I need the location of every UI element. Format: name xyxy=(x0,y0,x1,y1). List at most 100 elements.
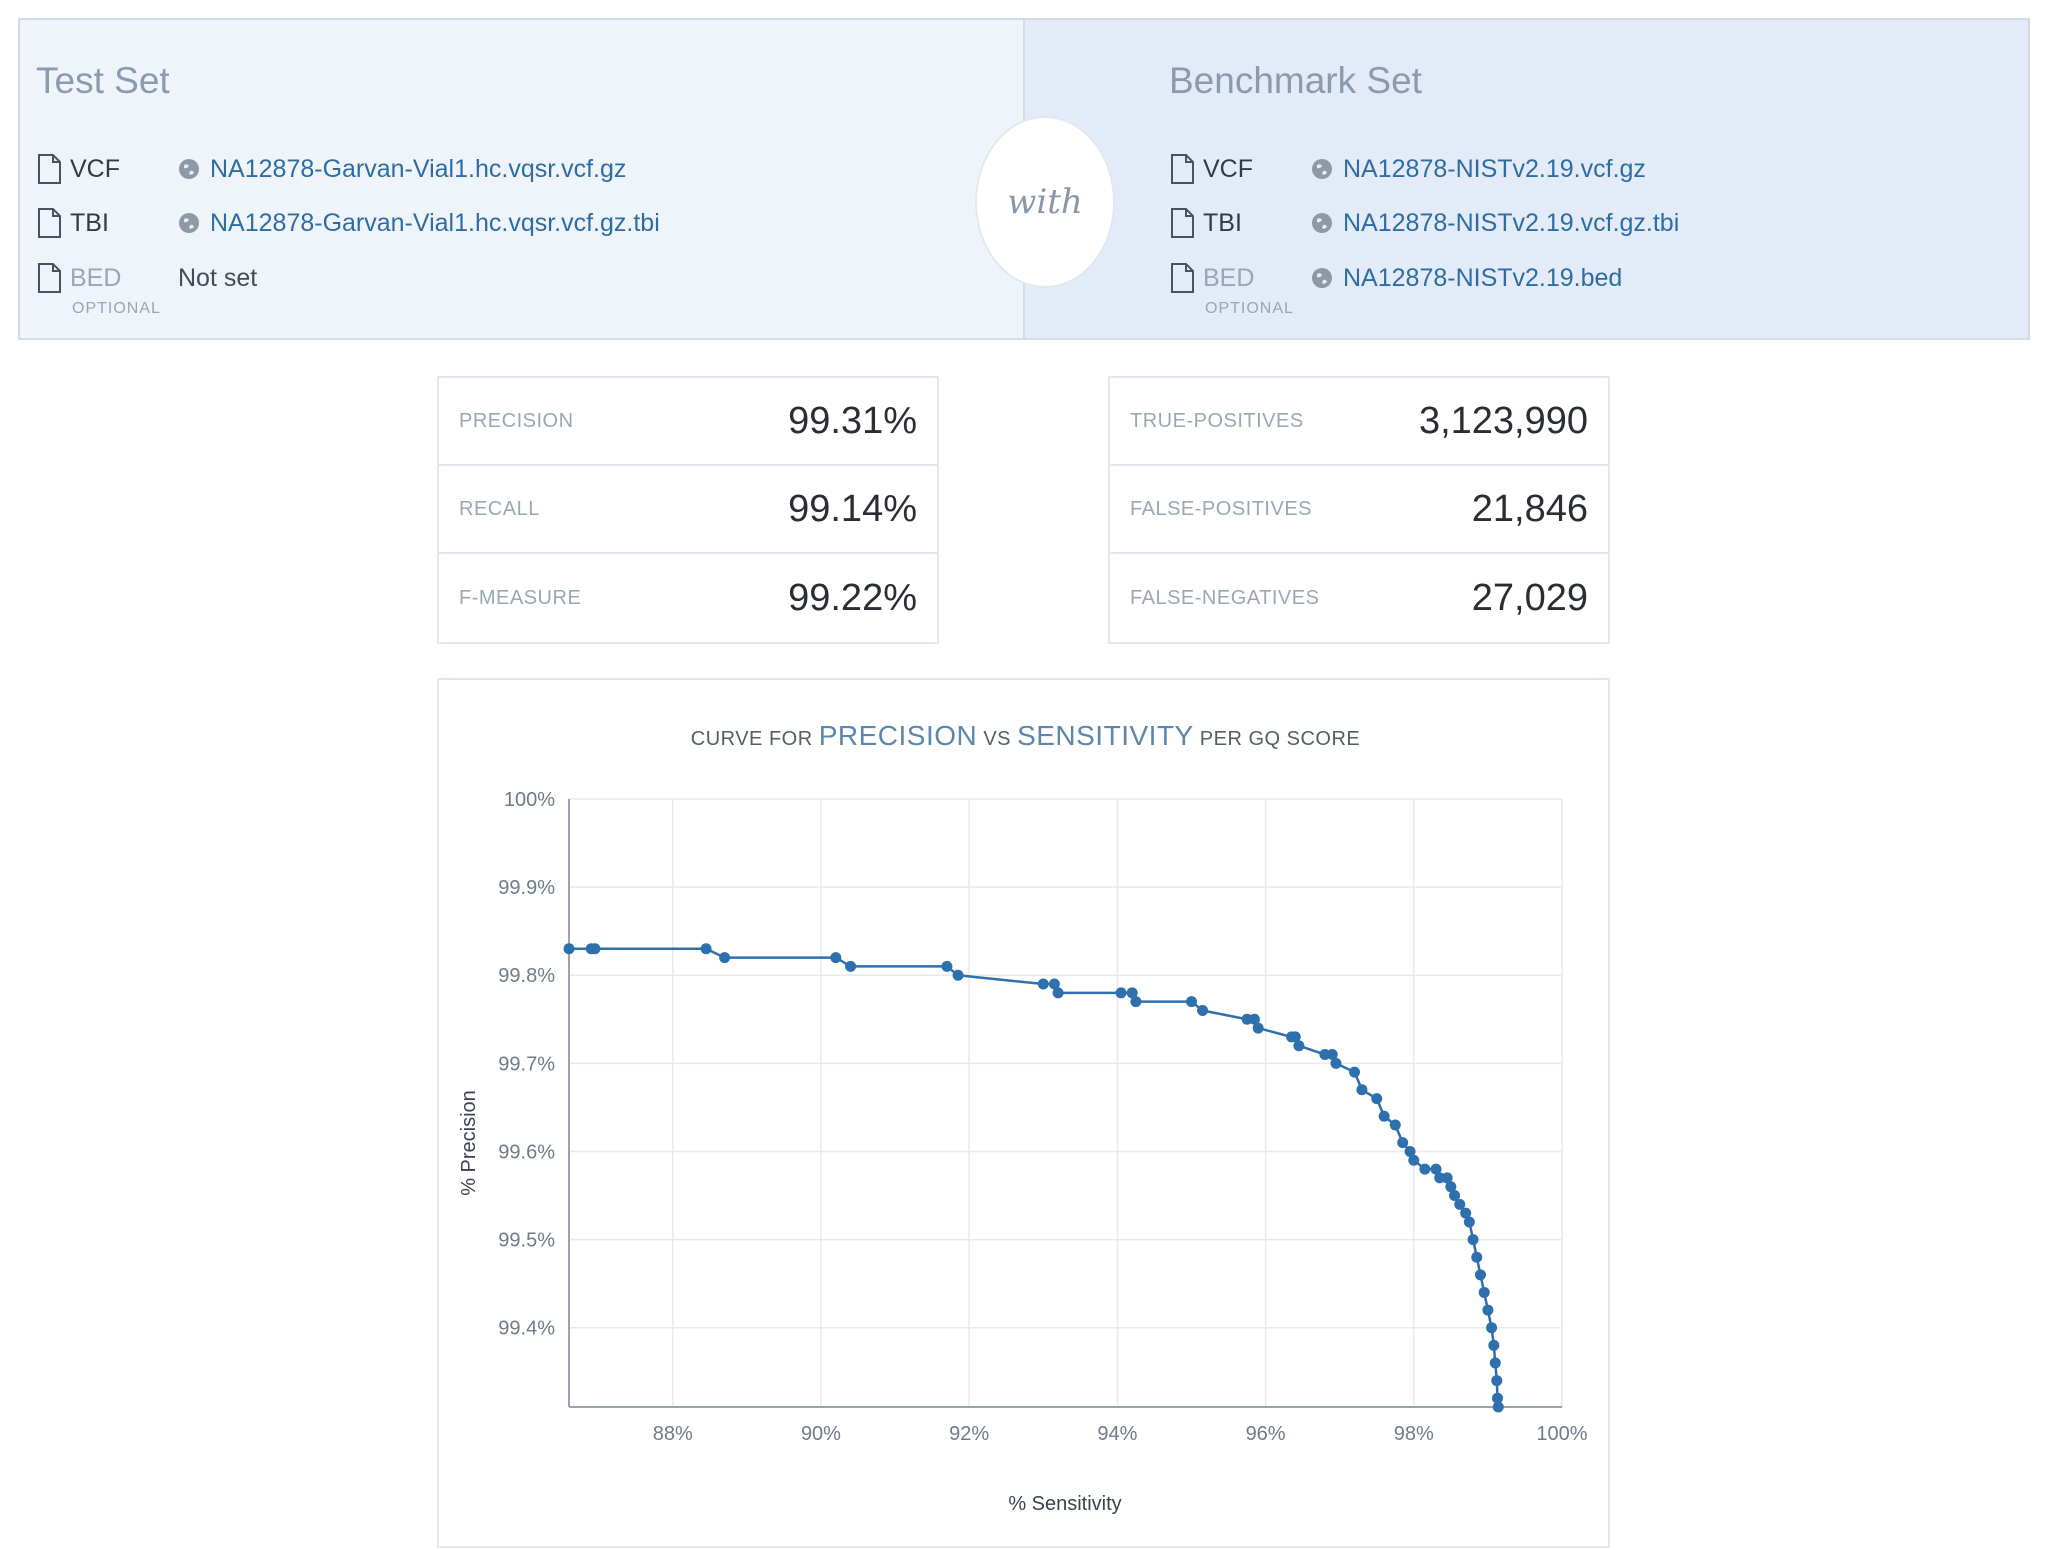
precision-label: PRECISION xyxy=(459,409,574,432)
file-icon xyxy=(38,263,61,293)
benchmark-set-panel: Benchmark Set VCF NA12878-NISTv2.19.vcf.… xyxy=(1025,20,2028,338)
false-positives-label: FALSE-POSITIVES xyxy=(1130,497,1313,520)
x-tick-label: 92% xyxy=(949,1423,989,1445)
false-positives-value: 21,846 xyxy=(1471,487,1588,530)
recall-value: 99.14% xyxy=(788,487,917,530)
data-point xyxy=(1115,987,1127,999)
file-icon xyxy=(38,154,61,184)
data-point xyxy=(700,943,712,955)
data-point xyxy=(1441,1172,1453,1184)
data-point xyxy=(719,952,731,964)
data-point xyxy=(1349,1066,1361,1078)
data-point xyxy=(1474,1269,1486,1281)
recall-label: RECALL xyxy=(459,497,540,520)
y-tick-label: 99.6% xyxy=(498,1141,555,1163)
bench-bed-optional: OPTIONAL xyxy=(1205,300,1294,317)
y-tick-label: 100% xyxy=(504,789,555,811)
data-point xyxy=(1048,978,1060,990)
file-icon xyxy=(1171,154,1194,184)
data-point xyxy=(1037,978,1049,990)
data-point xyxy=(1482,1304,1494,1316)
precision-sensitivity-chart: 88% 90% 92% 94% 96% 98% 100% 99.4% 99.5% 99.6% 99.… xyxy=(458,789,1588,1515)
file-icon xyxy=(1171,208,1194,238)
data-point xyxy=(1488,1339,1500,1351)
x-axis-label: % Sensitivity xyxy=(1008,1493,1121,1515)
y-tick-label: 99.9% xyxy=(498,877,555,899)
x-tick-label: 88% xyxy=(653,1423,693,1445)
fmeasure-value: 99.22% xyxy=(788,576,917,619)
data-point xyxy=(1130,996,1142,1008)
y-axis-label: % Precision xyxy=(458,1090,480,1196)
data-point xyxy=(1052,987,1064,999)
globe-icon xyxy=(1312,268,1332,288)
chart-title: CURVE FOR PRECISION VS SENSITIVITY PER G… xyxy=(439,720,1612,752)
y-tick-label: 99.8% xyxy=(498,965,555,987)
test-tbi-link[interactable]: NA12878-Garvan-Vial1.hc.vqsr.vcf.gz.tbi xyxy=(210,208,660,237)
data-point xyxy=(941,960,953,972)
fmeasure-row: F-MEASURE 99.22% xyxy=(439,554,937,642)
with-badge: with xyxy=(975,116,1115,288)
data-point xyxy=(1430,1163,1442,1175)
data-point xyxy=(563,943,575,955)
chart-title-part3: VS xyxy=(977,728,1018,750)
bench-bed-link[interactable]: NA12878-NISTv2.19.bed xyxy=(1343,263,1623,292)
globe-icon xyxy=(179,213,199,233)
file-icon xyxy=(38,208,61,238)
data-point xyxy=(1371,1093,1383,1105)
true-positives-label: TRUE-POSITIVES xyxy=(1130,409,1304,432)
test-tbi-label: TBI xyxy=(70,208,109,237)
data-point xyxy=(1389,1119,1401,1131)
test-vcf-row: VCF NA12878-Garvan-Vial1.hc.vqsr.vcf.gz xyxy=(36,149,626,189)
bench-vcf-link[interactable]: NA12878-NISTv2.19.vcf.gz xyxy=(1343,154,1646,183)
chart-title-part5: PER GQ SCORE xyxy=(1193,728,1361,750)
data-point xyxy=(1454,1198,1466,1210)
chart-title-part1: CURVE FOR xyxy=(690,728,819,750)
y-tick-label: 99.5% xyxy=(498,1230,555,1252)
bench-tbi-label: TBI xyxy=(1203,208,1242,237)
data-point xyxy=(1185,996,1197,1008)
globe-icon xyxy=(1312,159,1332,179)
data-point xyxy=(1471,1251,1483,1263)
x-tick-label: 94% xyxy=(1097,1423,1137,1445)
test-vcf-link[interactable]: NA12878-Garvan-Vial1.hc.vqsr.vcf.gz xyxy=(210,154,627,183)
data-point xyxy=(1460,1207,1472,1219)
data-point xyxy=(1126,987,1138,999)
file-sets-panel: Test Set VCF NA12878-Garvan-Vial1.hc.vqs… xyxy=(18,18,2030,340)
bench-vcf-label: VCF xyxy=(1203,154,1253,183)
data-point xyxy=(1197,1004,1209,1016)
true-positives-value: 3,123,990 xyxy=(1418,399,1588,442)
data-point xyxy=(1289,1031,1301,1043)
data-point xyxy=(1419,1163,1431,1175)
data-point xyxy=(1330,1057,1342,1069)
false-negatives-label: FALSE-NEGATIVES xyxy=(1130,586,1320,609)
false-negatives-value: 27,029 xyxy=(1471,576,1588,619)
file-icon xyxy=(1171,263,1194,293)
y-tick-label: 99.4% xyxy=(498,1318,555,1340)
data-point xyxy=(1252,1022,1264,1034)
chart-title-sensitivity: SENSITIVITY xyxy=(1017,720,1194,751)
true-positives-row: TRUE-POSITIVES 3,123,990 xyxy=(1110,378,1608,466)
data-point xyxy=(589,943,601,955)
metrics-card: PRECISION 99.31% RECALL 99.14% F-MEASURE… xyxy=(437,376,939,644)
test-set-title: Test Set xyxy=(36,60,170,101)
data-point xyxy=(1404,1145,1416,1157)
chart-title-precision: PRECISION xyxy=(818,720,978,751)
precision-value: 99.31% xyxy=(788,399,917,442)
false-positives-row: FALSE-POSITIVES 21,846 xyxy=(1110,466,1608,554)
data-point xyxy=(952,969,964,981)
series-line xyxy=(569,947,1500,1408)
bench-bed-row: BED NA12878-NISTv2.19.bed xyxy=(1169,258,1622,298)
test-set-panel: Test Set VCF NA12878-Garvan-Vial1.hc.vqs… xyxy=(20,20,1025,338)
data-point xyxy=(830,952,842,964)
counts-card: TRUE-POSITIVES 3,123,990 FALSE-POSITIVES… xyxy=(1108,376,1610,644)
test-bed-label: BED xyxy=(70,263,122,292)
bench-bed-label: BED xyxy=(1203,263,1255,292)
data-point xyxy=(1491,1375,1503,1387)
bench-tbi-link[interactable]: NA12878-NISTv2.19.vcf.gz.tbi xyxy=(1343,208,1680,237)
data-point xyxy=(1293,1040,1305,1052)
data-point xyxy=(1489,1357,1501,1369)
fmeasure-label: F-MEASURE xyxy=(459,586,582,609)
test-vcf-label: VCF xyxy=(70,154,120,183)
data-point xyxy=(1478,1286,1490,1298)
globe-icon xyxy=(1312,213,1332,233)
